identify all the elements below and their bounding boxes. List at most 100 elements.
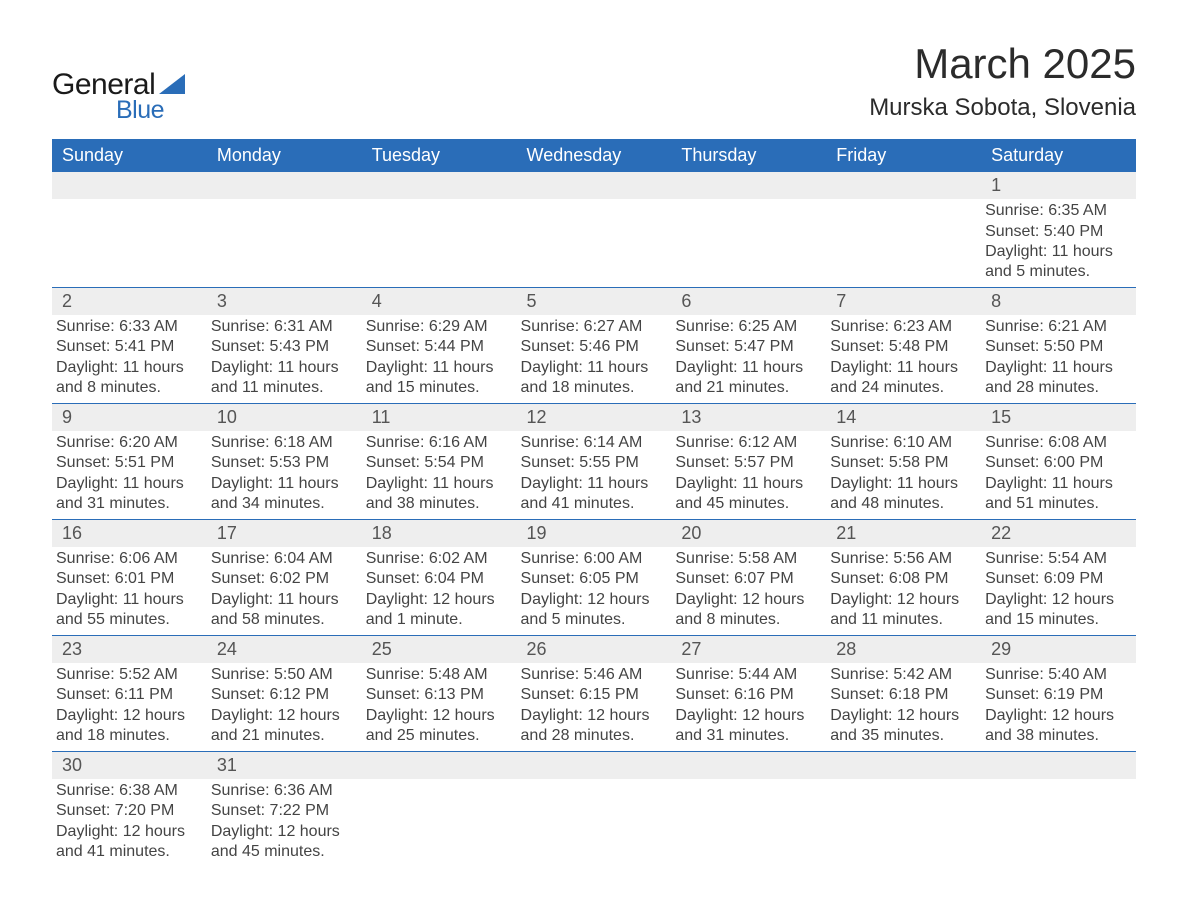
day-daylight2: and 31 minutes. (675, 726, 820, 746)
day-number: 8 (981, 288, 1136, 315)
day-number (362, 172, 517, 199)
calendar-cell: 21Sunrise: 5:56 AMSunset: 6:08 PMDayligh… (826, 519, 981, 635)
calendar-cell: 18Sunrise: 6:02 AMSunset: 6:04 PMDayligh… (362, 519, 517, 635)
day-daylight2: and 48 minutes. (830, 494, 975, 514)
day-sunset: Sunset: 7:22 PM (211, 801, 356, 821)
day-sunrise: Sunrise: 6:14 AM (521, 433, 666, 453)
day-daylight2: and 18 minutes. (56, 726, 201, 746)
day-content: Sunrise: 6:14 AMSunset: 5:55 PMDaylight:… (517, 431, 672, 519)
calendar-cell (517, 751, 672, 866)
day-content: Sunrise: 6:00 AMSunset: 6:05 PMDaylight:… (517, 547, 672, 635)
calendar-cell: 24Sunrise: 5:50 AMSunset: 6:12 PMDayligh… (207, 635, 362, 751)
logo-text-blue: Blue (116, 96, 185, 125)
day-number: 21 (826, 520, 981, 547)
day-daylight1: Daylight: 11 hours (56, 358, 201, 378)
calendar-cell: 4Sunrise: 6:29 AMSunset: 5:44 PMDaylight… (362, 287, 517, 403)
day-content (826, 779, 981, 857)
day-number: 27 (671, 636, 826, 663)
weekday-header: Thursday (671, 139, 826, 172)
day-content (671, 779, 826, 857)
day-number: 7 (826, 288, 981, 315)
day-sunrise: Sunrise: 6:21 AM (985, 317, 1130, 337)
day-daylight2: and 45 minutes. (211, 842, 356, 862)
day-number (671, 172, 826, 199)
day-number: 15 (981, 404, 1136, 431)
calendar-week-row: 9Sunrise: 6:20 AMSunset: 5:51 PMDaylight… (52, 403, 1136, 519)
day-sunrise: Sunrise: 6:35 AM (985, 201, 1130, 221)
day-sunrise: Sunrise: 5:50 AM (211, 665, 356, 685)
day-number: 29 (981, 636, 1136, 663)
day-sunrise: Sunrise: 5:48 AM (366, 665, 511, 685)
day-number: 19 (517, 520, 672, 547)
calendar-cell: 22Sunrise: 5:54 AMSunset: 6:09 PMDayligh… (981, 519, 1136, 635)
day-number: 22 (981, 520, 1136, 547)
calendar-cell: 13Sunrise: 6:12 AMSunset: 5:57 PMDayligh… (671, 403, 826, 519)
day-number: 9 (52, 404, 207, 431)
day-content (981, 779, 1136, 857)
calendar-cell: 27Sunrise: 5:44 AMSunset: 6:16 PMDayligh… (671, 635, 826, 751)
day-number (826, 752, 981, 779)
day-content: Sunrise: 6:12 AMSunset: 5:57 PMDaylight:… (671, 431, 826, 519)
day-content (52, 199, 207, 277)
day-sunset: Sunset: 6:04 PM (366, 569, 511, 589)
day-daylight2: and 11 minutes. (211, 378, 356, 398)
day-daylight2: and 58 minutes. (211, 610, 356, 630)
day-daylight1: Daylight: 11 hours (985, 474, 1130, 494)
day-sunrise: Sunrise: 6:23 AM (830, 317, 975, 337)
calendar-cell (826, 172, 981, 287)
day-daylight1: Daylight: 11 hours (366, 474, 511, 494)
day-content: Sunrise: 5:42 AMSunset: 6:18 PMDaylight:… (826, 663, 981, 751)
day-content: Sunrise: 6:27 AMSunset: 5:46 PMDaylight:… (517, 315, 672, 403)
calendar-week-row: 30Sunrise: 6:38 AMSunset: 7:20 PMDayligh… (52, 751, 1136, 866)
calendar-head: Sunday Monday Tuesday Wednesday Thursday… (52, 139, 1136, 172)
day-sunset: Sunset: 7:20 PM (56, 801, 201, 821)
day-number: 13 (671, 404, 826, 431)
day-sunrise: Sunrise: 6:25 AM (675, 317, 820, 337)
calendar-table: Sunday Monday Tuesday Wednesday Thursday… (52, 139, 1136, 866)
calendar-cell (671, 751, 826, 866)
day-content: Sunrise: 5:58 AMSunset: 6:07 PMDaylight:… (671, 547, 826, 635)
day-daylight1: Daylight: 11 hours (830, 358, 975, 378)
day-daylight2: and 41 minutes. (56, 842, 201, 862)
weekday-header: Wednesday (517, 139, 672, 172)
calendar-cell: 26Sunrise: 5:46 AMSunset: 6:15 PMDayligh… (517, 635, 672, 751)
day-daylight2: and 25 minutes. (366, 726, 511, 746)
day-sunrise: Sunrise: 5:56 AM (830, 549, 975, 569)
day-daylight2: and 11 minutes. (830, 610, 975, 630)
day-daylight2: and 21 minutes. (211, 726, 356, 746)
calendar-cell: 25Sunrise: 5:48 AMSunset: 6:13 PMDayligh… (362, 635, 517, 751)
day-daylight2: and 35 minutes. (830, 726, 975, 746)
day-sunset: Sunset: 5:40 PM (985, 222, 1130, 242)
day-number (517, 172, 672, 199)
day-number: 16 (52, 520, 207, 547)
day-sunset: Sunset: 5:48 PM (830, 337, 975, 357)
day-daylight1: Daylight: 11 hours (985, 358, 1130, 378)
day-content: Sunrise: 6:25 AMSunset: 5:47 PMDaylight:… (671, 315, 826, 403)
day-number (981, 752, 1136, 779)
day-sunset: Sunset: 5:47 PM (675, 337, 820, 357)
day-content: Sunrise: 5:56 AMSunset: 6:08 PMDaylight:… (826, 547, 981, 635)
day-daylight1: Daylight: 11 hours (985, 242, 1130, 262)
day-daylight2: and 8 minutes. (675, 610, 820, 630)
day-content: Sunrise: 5:44 AMSunset: 6:16 PMDaylight:… (671, 663, 826, 751)
calendar-cell: 10Sunrise: 6:18 AMSunset: 5:53 PMDayligh… (207, 403, 362, 519)
calendar-cell: 7Sunrise: 6:23 AMSunset: 5:48 PMDaylight… (826, 287, 981, 403)
day-daylight1: Daylight: 12 hours (830, 706, 975, 726)
day-daylight2: and 51 minutes. (985, 494, 1130, 514)
day-sunset: Sunset: 5:57 PM (675, 453, 820, 473)
day-number: 3 (207, 288, 362, 315)
day-number (517, 752, 672, 779)
day-daylight1: Daylight: 11 hours (521, 474, 666, 494)
day-daylight1: Daylight: 12 hours (56, 822, 201, 842)
day-sunrise: Sunrise: 5:58 AM (675, 549, 820, 569)
calendar-cell: 20Sunrise: 5:58 AMSunset: 6:07 PMDayligh… (671, 519, 826, 635)
day-number: 5 (517, 288, 672, 315)
day-daylight1: Daylight: 11 hours (56, 590, 201, 610)
day-number: 24 (207, 636, 362, 663)
day-sunrise: Sunrise: 5:42 AM (830, 665, 975, 685)
calendar-week-row: 1Sunrise: 6:35 AMSunset: 5:40 PMDaylight… (52, 172, 1136, 287)
calendar-cell (671, 172, 826, 287)
day-content (207, 199, 362, 277)
day-daylight2: and 38 minutes. (366, 494, 511, 514)
day-content: Sunrise: 5:50 AMSunset: 6:12 PMDaylight:… (207, 663, 362, 751)
